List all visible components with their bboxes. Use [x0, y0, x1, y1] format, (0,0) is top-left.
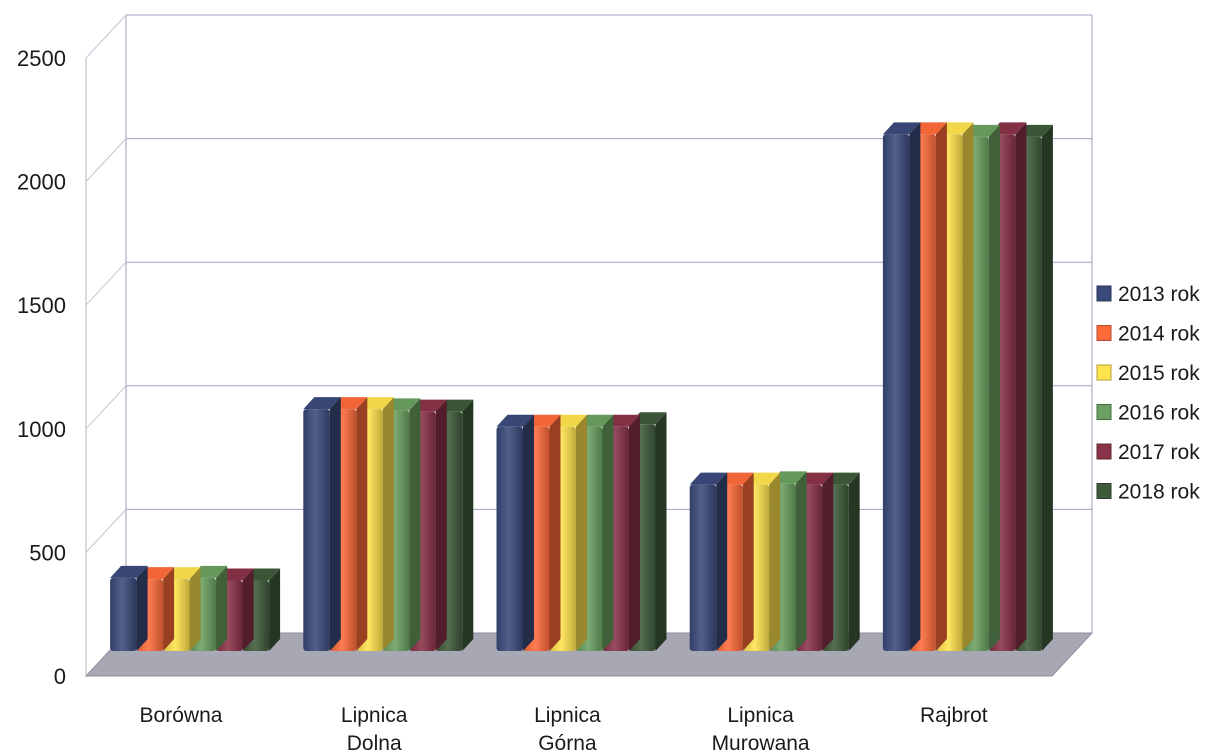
bar-side	[935, 122, 947, 651]
bar-side	[136, 565, 148, 651]
legend-item: 2013 rok	[1096, 283, 1200, 306]
bar-side	[602, 414, 614, 651]
bar-top	[689, 472, 728, 485]
bar-front	[110, 577, 137, 651]
bar-side	[382, 397, 394, 651]
bar-side	[742, 472, 754, 651]
legend-item: 2017 rok	[1096, 441, 1200, 464]
bar	[303, 397, 341, 651]
bar-side	[822, 472, 834, 651]
y-tick-label: 2000	[17, 170, 66, 195]
legend-swatch	[1096, 483, 1112, 499]
bar-side	[576, 414, 587, 651]
bar-side	[356, 397, 368, 651]
bar-side	[329, 397, 341, 651]
bar-side	[435, 399, 447, 651]
bar-side	[269, 568, 281, 651]
bar	[496, 414, 534, 651]
x-tick-labels: Borówna Lipnica Dolna Lipnica Górna Lipnica Mu…	[140, 704, 988, 753]
bar-top	[303, 397, 341, 410]
bar	[689, 472, 728, 651]
bar-side	[216, 565, 228, 651]
bars-layer	[110, 122, 1053, 652]
bar-side	[655, 412, 667, 651]
legend-label: 2015 rok	[1118, 362, 1200, 385]
bar-side	[962, 122, 974, 651]
bar-side	[629, 414, 640, 651]
bar-side	[242, 568, 254, 651]
legend-swatch	[1096, 404, 1112, 420]
gridline-side-2500	[85, 14, 127, 59]
bar-side	[409, 398, 421, 651]
bar-side	[848, 472, 860, 651]
legend-item: 2016 rok	[1096, 402, 1200, 425]
bar-side	[769, 472, 781, 651]
legend-label: 2018 rok	[1118, 481, 1200, 504]
x-tick-label: Borówna	[140, 704, 223, 727]
bar-top	[882, 122, 921, 135]
axis-layer: 0 500 1000 1500 2000 2500	[17, 46, 66, 689]
bar-front	[303, 409, 330, 651]
bar-side	[549, 414, 561, 651]
bar-side	[795, 471, 807, 651]
legend-label: 2017 rok	[1118, 441, 1200, 464]
gridline-side-2000	[85, 138, 127, 182]
bar-side	[1015, 122, 1027, 651]
legend-label: 2016 rok	[1118, 402, 1200, 425]
legend-swatch	[1096, 443, 1112, 460]
bar-front	[689, 484, 717, 651]
y-tick-label: 1500	[17, 293, 66, 318]
x-tick-label: Rajbrot	[920, 704, 988, 727]
bar-side	[462, 399, 474, 651]
legend-item: 2018 rok	[1096, 481, 1200, 504]
legend: 2013 rok 2014 rok 2015 rok 2016 rok 2017 rok…	[1096, 283, 1200, 504]
bar	[110, 565, 148, 651]
bar-front	[882, 134, 910, 651]
x-tick-label: Lipnica Dolna	[341, 704, 408, 753]
legend-swatch	[1096, 325, 1112, 341]
legend-label: 2014 rok	[1118, 323, 1200, 346]
y-tick-label: 0	[54, 664, 66, 689]
legend-swatch	[1096, 364, 1112, 381]
bar-side	[909, 122, 921, 651]
bar	[882, 122, 921, 651]
legend-item: 2014 rok	[1096, 323, 1200, 346]
gridline-side-1500	[85, 261, 127, 306]
legend-label: 2013 rok	[1118, 283, 1200, 306]
legend-item: 2015 rok	[1096, 362, 1200, 385]
y-tick-label: 500	[29, 540, 66, 565]
gridline-side-500	[85, 509, 127, 553]
x-tick-label: Lipnica Górna	[534, 704, 601, 753]
gridline-side-1000	[85, 385, 127, 430]
y-tick-label: 1000	[17, 417, 66, 442]
bar-side	[1041, 124, 1053, 652]
x-tick-label: Lipnica Murowana	[712, 704, 810, 753]
bar-side	[988, 124, 1000, 652]
bar-front	[496, 426, 523, 651]
legend-swatch	[1096, 285, 1112, 302]
y-tick-label: 2500	[17, 46, 66, 71]
bar-top	[496, 414, 534, 427]
bar-top	[110, 565, 148, 578]
bar-side	[716, 472, 728, 651]
bar-side	[523, 414, 534, 651]
bar-side	[163, 567, 175, 651]
bar-side	[189, 567, 201, 651]
